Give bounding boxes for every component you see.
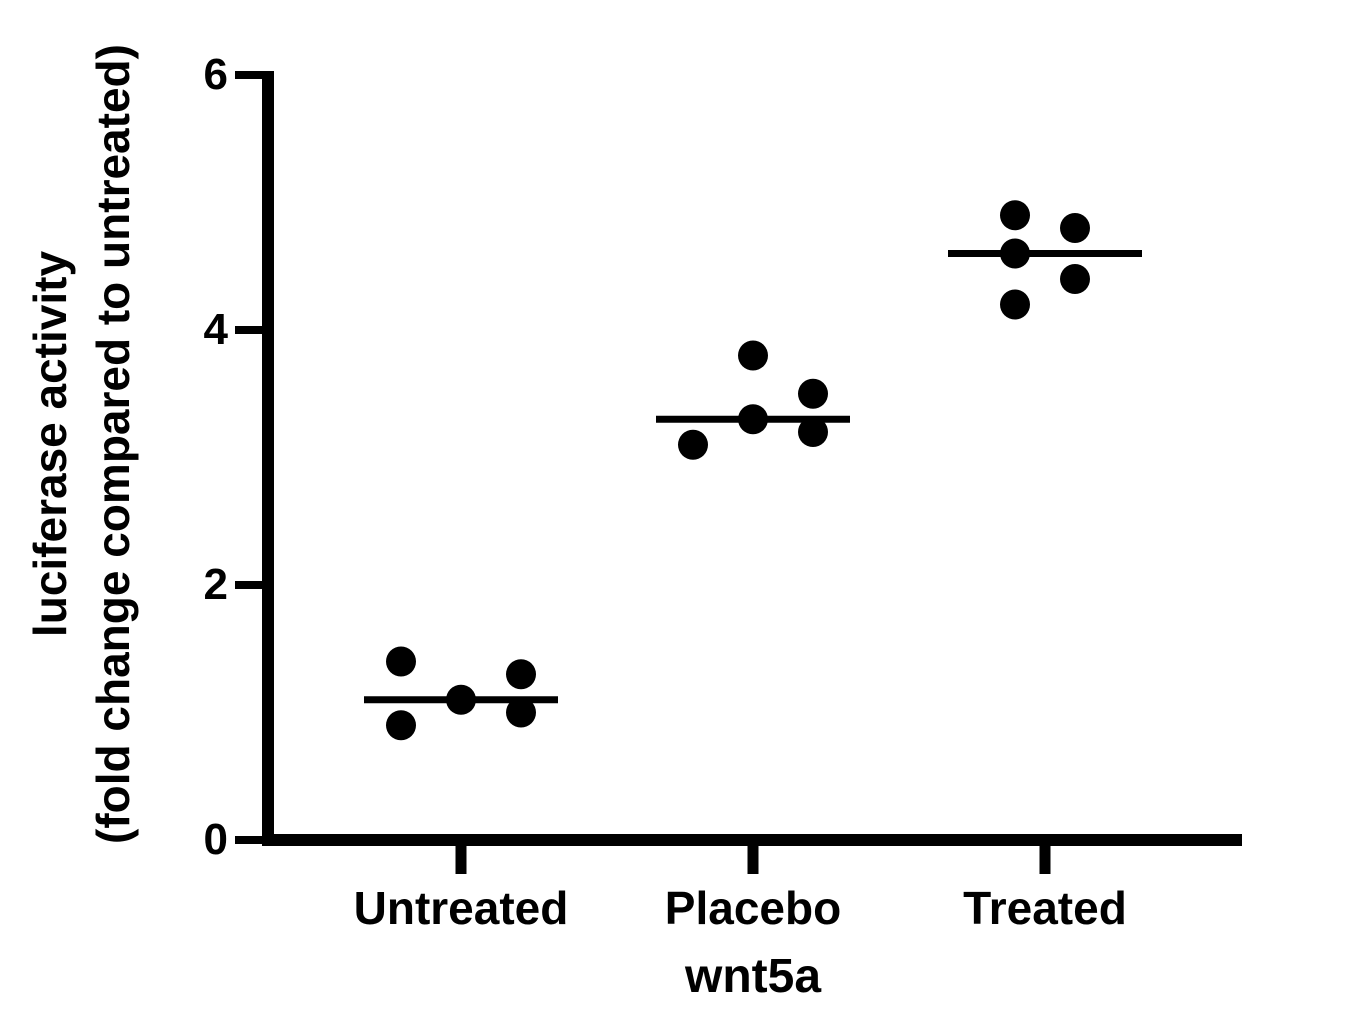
category-label-treated: Treated [963,882,1127,934]
data-point [1000,238,1030,269]
y-axis-title: luciferase activity (fold change compare… [19,0,145,904]
y-tick-label: 4 [203,305,228,354]
y-tick [235,836,262,844]
y-tick [235,581,262,589]
y-tick-label: 6 [203,50,228,99]
x-tick [1039,846,1051,874]
data-point [1000,289,1030,320]
data-point [446,684,476,715]
data-point [506,659,536,690]
data-point [798,378,828,409]
y-axis-title-line1: luciferase activity [24,250,76,638]
x-tick [747,846,759,874]
y-axis-spine [262,71,274,846]
y-tick-label: 0 [203,815,228,864]
mean-line [948,250,1142,257]
category-label-untreated: Untreated [353,882,569,934]
data-point [1000,200,1030,231]
data-point [1060,213,1090,243]
data-point [738,404,768,435]
y-tick [235,326,262,334]
y-tick [235,71,262,79]
data-point [738,340,768,371]
y-tick-label: 2 [203,560,228,609]
x-axis-spine [262,834,1242,846]
data-point [798,417,828,447]
x-axis-title: wnt5a [684,950,822,1003]
data-point [386,710,416,741]
data-point [678,429,708,460]
data-point [386,646,416,677]
y-axis-title-line2: (fold change compared to untreated) [87,44,139,844]
x-tick [455,846,467,874]
category-label-placebo: Placebo [664,882,842,934]
data-point [506,697,536,728]
data-point [1060,264,1090,294]
